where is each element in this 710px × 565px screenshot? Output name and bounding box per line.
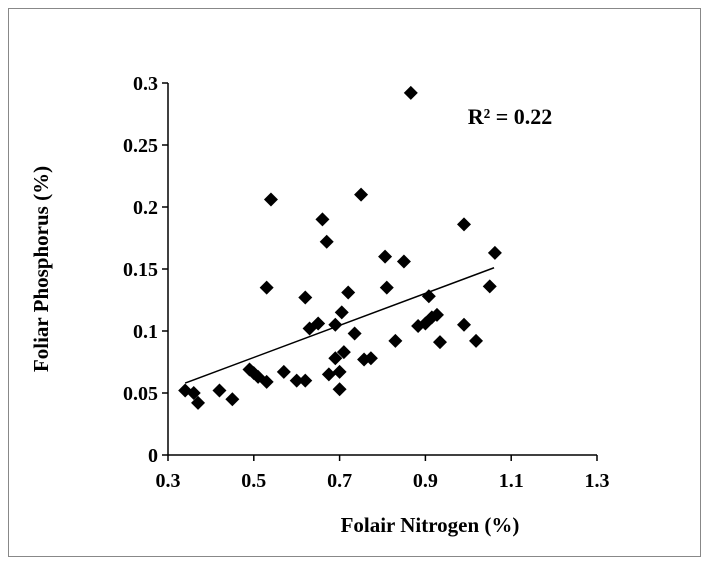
data-point — [347, 326, 362, 341]
y-tick-label: 0.25 — [123, 135, 158, 157]
data-point — [332, 382, 347, 397]
data-point — [457, 217, 472, 232]
data-point — [332, 364, 347, 379]
x-tick-label: 0.9 — [413, 470, 438, 492]
data-point — [191, 395, 206, 410]
x-tick-label: 1.1 — [499, 470, 524, 492]
y-tick-label: 0.2 — [133, 197, 158, 219]
data-point — [379, 280, 394, 295]
y-axis-title: Foliar Phosphorus (%) — [29, 166, 53, 372]
data-point — [354, 187, 369, 202]
data-point — [319, 234, 334, 249]
data-point — [334, 305, 349, 320]
data-point — [403, 85, 418, 100]
data-point — [298, 373, 313, 388]
y-tick-label: 0.3 — [133, 73, 158, 95]
y-tick-label: 0.15 — [123, 259, 158, 281]
r-squared: R² = 0.22 — [468, 104, 553, 129]
data-point — [225, 392, 240, 407]
x-tick-label: 0.7 — [327, 470, 352, 492]
data-point — [388, 333, 403, 348]
data-point — [396, 254, 411, 269]
data-point — [429, 307, 444, 322]
data-point — [328, 351, 343, 366]
data-point — [328, 317, 343, 332]
data-point — [336, 345, 351, 360]
data-point — [259, 280, 274, 295]
data-point — [457, 317, 472, 332]
data-point — [242, 362, 257, 377]
data-point — [321, 367, 336, 382]
chart-border — [8, 8, 701, 557]
data-point — [212, 383, 227, 398]
y-tick-label: 0.05 — [123, 383, 158, 405]
data-point — [363, 351, 378, 366]
data-point — [341, 285, 356, 300]
data-point — [482, 279, 497, 294]
data-point — [298, 290, 313, 305]
x-tick-label: 0.3 — [156, 470, 181, 492]
data-point — [263, 192, 278, 207]
y-tick-label: 0.1 — [133, 321, 158, 343]
data-point — [315, 212, 330, 227]
data-point — [487, 245, 502, 260]
data-point — [186, 386, 201, 400]
data-point — [432, 335, 447, 350]
data-point — [378, 249, 393, 264]
data-point — [289, 373, 304, 388]
x-tick-label: 0.5 — [241, 470, 266, 492]
y-tick-label: 0 — [148, 445, 158, 467]
data-point — [421, 289, 436, 304]
x-axis-title: Folair Nitrogen (%) — [341, 513, 520, 537]
data-point — [469, 333, 484, 348]
data-point — [311, 316, 326, 331]
data-point — [259, 374, 274, 389]
data-point — [276, 364, 291, 379]
x-tick-label: 1.3 — [585, 470, 610, 492]
